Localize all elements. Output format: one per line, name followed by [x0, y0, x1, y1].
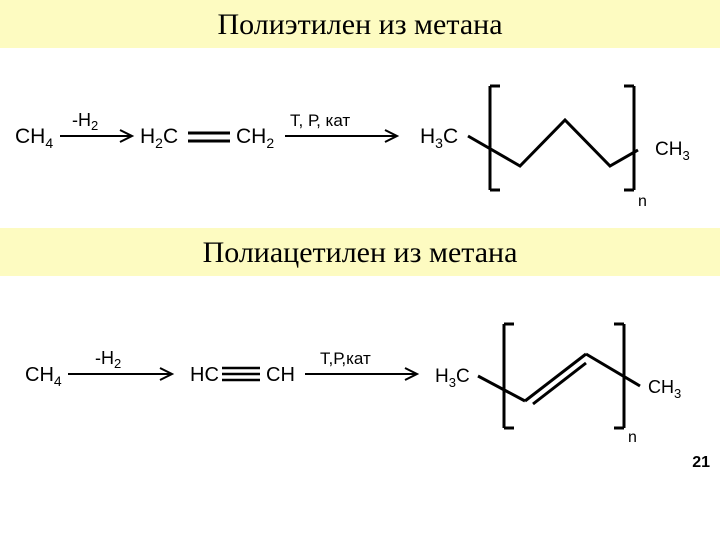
r2-bracket-left: [504, 324, 514, 428]
r2-cond2: Т,Р,кат: [320, 349, 371, 368]
r2-cond1: -H2: [95, 348, 121, 371]
r1-prod-right: CH3: [655, 139, 690, 163]
r2-prod-right: CH3: [648, 377, 681, 401]
r1-n: n: [638, 193, 647, 210]
r1-bracket-right: [624, 86, 634, 190]
r2-chain: [478, 354, 640, 404]
r2-arrow2: Т,Р,кат: [305, 349, 417, 380]
r1-chain: [468, 120, 638, 166]
svg-text:H2C: H2C: [140, 125, 178, 151]
r2-prod-left: H3C: [435, 366, 470, 390]
r2-n: n: [628, 429, 637, 446]
reaction-polyacetylene: CH4 -H2 HC CH Т,Р,кат H3C: [0, 276, 720, 476]
r2-arrow1: -H2: [68, 348, 172, 380]
r1-cond1: -H2: [72, 110, 98, 133]
r1-arrow2: Т, Р, кат: [285, 111, 397, 142]
title-polyethylene: Полиэтилен из метана: [0, 0, 720, 48]
r1-cond2: Т, Р, кат: [290, 111, 350, 130]
title-polyacetylene-text: Полиацетилен из метана: [203, 236, 518, 269]
r1-arrow1: -H2: [60, 110, 132, 142]
title-polyacetylene: Полиацетилен из метана: [0, 228, 720, 276]
reaction-polyethylene: CH4 -H2 H2C CH2 Т, Р, кат H3C n CH3: [0, 48, 720, 228]
r2-reactant: CH4: [25, 364, 62, 389]
page-number-text: 21: [692, 454, 710, 471]
r1-reactant: CH4: [15, 125, 53, 151]
svg-text:HC: HC: [190, 364, 219, 386]
r1-ethylene: H2C CH2: [140, 125, 274, 151]
r2-bracket-right: [614, 324, 624, 428]
svg-text:CH: CH: [266, 364, 295, 386]
svg-text:CH2: CH2: [236, 125, 274, 151]
r1-prod-left: H3C: [420, 125, 458, 151]
r1-bracket-left: [490, 86, 500, 190]
title-polyethylene-text: Полиэтилен из метана: [217, 8, 502, 41]
page-number: 21: [692, 454, 710, 472]
r2-acetylene: HC CH: [190, 364, 295, 386]
